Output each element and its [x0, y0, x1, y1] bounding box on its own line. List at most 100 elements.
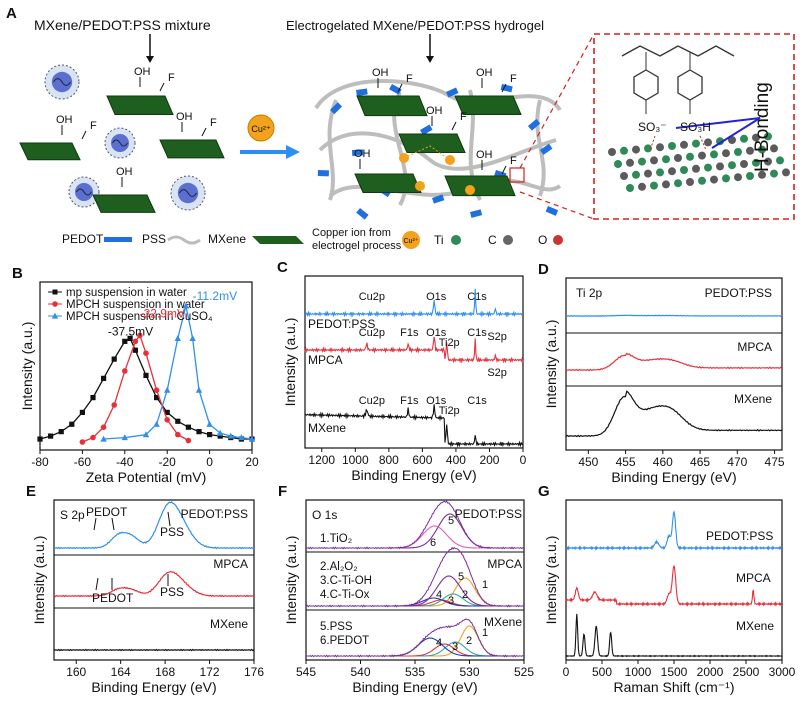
oh-label: OH — [372, 67, 389, 79]
lattice-atom — [668, 167, 676, 176]
lattice-atom — [722, 149, 730, 158]
component-number: 1 — [482, 627, 488, 639]
data-point — [122, 338, 128, 344]
data-point — [100, 435, 107, 442]
legend-ti-label: Ti — [434, 233, 444, 247]
peak-label: S2p — [487, 331, 507, 343]
lattice-atom — [758, 145, 766, 154]
data-point — [111, 402, 117, 408]
data-point — [143, 372, 149, 378]
lattice-atom — [734, 173, 742, 182]
x-tick-label: -60 — [74, 455, 92, 469]
data-point — [101, 375, 107, 381]
oh-label: OH — [116, 166, 133, 178]
data-point — [79, 409, 85, 415]
lattice-atom — [704, 163, 712, 172]
series-envelope-1 — [305, 546, 525, 608]
data-point — [238, 434, 245, 441]
data-point — [122, 368, 128, 374]
x-tick-label: -40 — [116, 455, 134, 469]
legend-pedot-label: PEDOT — [62, 232, 104, 246]
legend-pedot-swatch — [104, 237, 132, 242]
f-bond — [81, 130, 87, 140]
oh-label: OH — [354, 148, 371, 160]
series-label: MPCA — [308, 353, 343, 367]
data-point — [175, 431, 181, 438]
lattice-atom — [632, 170, 640, 179]
x-tick-label: 20 — [245, 455, 259, 469]
lattice-atom — [782, 168, 790, 177]
series-line-0 — [53, 501, 255, 550]
peak-label: Ti2p — [439, 405, 460, 417]
lattice-atom — [692, 139, 700, 148]
pedot-segment — [500, 83, 513, 93]
pedot-segment — [527, 118, 541, 131]
x-tick-label: 164 — [111, 665, 131, 679]
x-tick-label: 1200 — [308, 453, 335, 467]
legend-marker — [52, 289, 58, 295]
component-number: 2 — [462, 589, 468, 601]
zoom-origin-box — [509, 167, 525, 183]
series-label: MXene — [736, 619, 774, 633]
y-axis-label: Intensity (a.u.) — [19, 322, 35, 411]
lattice-atom — [656, 168, 664, 177]
peak-label: O1s — [426, 395, 447, 407]
zoom-line-top — [519, 33, 595, 169]
mxene-sheet — [356, 95, 428, 117]
peak-annotation: -11.2mV — [193, 289, 237, 303]
pedot-chain — [179, 189, 197, 197]
x-tick-label: 0 — [206, 455, 213, 469]
x-tick-label: 1000 — [625, 665, 652, 679]
data-point — [182, 302, 190, 309]
x-tick-label: 200 — [479, 453, 499, 467]
f-bond — [201, 127, 207, 137]
lattice-atom — [686, 152, 694, 161]
data-point — [164, 386, 171, 393]
so3-minus-label: SO₃⁻ — [638, 120, 667, 134]
f-bond — [159, 82, 165, 92]
panel-letter: D — [538, 261, 549, 278]
peak-pointer — [95, 577, 99, 591]
plot-frame — [39, 281, 253, 451]
pedot-segment — [431, 194, 445, 204]
x-axis-label: Binding Energy (eV) — [611, 469, 736, 485]
series-label: MPCA — [487, 557, 522, 571]
y-axis-label: Intensity (a.u.) — [543, 320, 559, 409]
y-axis-label: Intensity (a.u.) — [31, 536, 47, 625]
lattice-atom — [626, 184, 634, 192]
f-label: F — [510, 155, 517, 167]
hydrogel-title: Electrogelated MXene/PEDOT:PSS hydrogel — [286, 18, 544, 33]
lattice-atom — [734, 148, 742, 156]
hydrogel-illustration: OH F OH F OH F OH OH F — [314, 67, 562, 220]
legend-ti-icon — [451, 235, 461, 245]
lattice-atom — [710, 150, 718, 159]
oh-label: OH — [56, 114, 73, 126]
pedot-segment — [545, 206, 559, 216]
legend-marker — [51, 312, 59, 319]
f-bond — [501, 165, 507, 175]
legend-copper-line2: electrogel process — [312, 240, 402, 252]
y-axis-label: Intensity (a.u.) — [282, 318, 298, 407]
lattice-atom — [620, 172, 628, 180]
data-point — [174, 335, 181, 341]
component-legend-item: 4.C-Ti-Ox — [320, 589, 370, 601]
panel-c: C 1200 1000 800 600 400 200 0 Binding Energy (eV… — [277, 259, 527, 483]
x-tick-label: 800 — [379, 453, 399, 467]
panel-a-legend: PEDOT PSS MXene Copper ion from electrog… — [62, 227, 563, 252]
lattice-atom — [770, 144, 778, 153]
x-tick-label: -80 — [31, 455, 49, 469]
lattice-atom — [608, 148, 616, 156]
pedot-segment — [352, 149, 364, 156]
legend-cu-label: Cu²⁺ — [404, 238, 419, 245]
peak-label: F1s — [400, 395, 419, 407]
data-point — [248, 435, 256, 442]
series-label: MPCA — [736, 571, 771, 585]
plot-frame — [304, 275, 524, 449]
cu-ion-label: Cu²⁺ — [251, 124, 271, 134]
data-point — [143, 350, 149, 357]
peak-label: PEDOT — [86, 505, 128, 519]
peak-label: C1s — [467, 327, 487, 339]
x-tick-label: 460 — [653, 455, 673, 469]
x-tick-label: 540 — [350, 665, 370, 679]
legend-c-icon — [503, 235, 513, 245]
